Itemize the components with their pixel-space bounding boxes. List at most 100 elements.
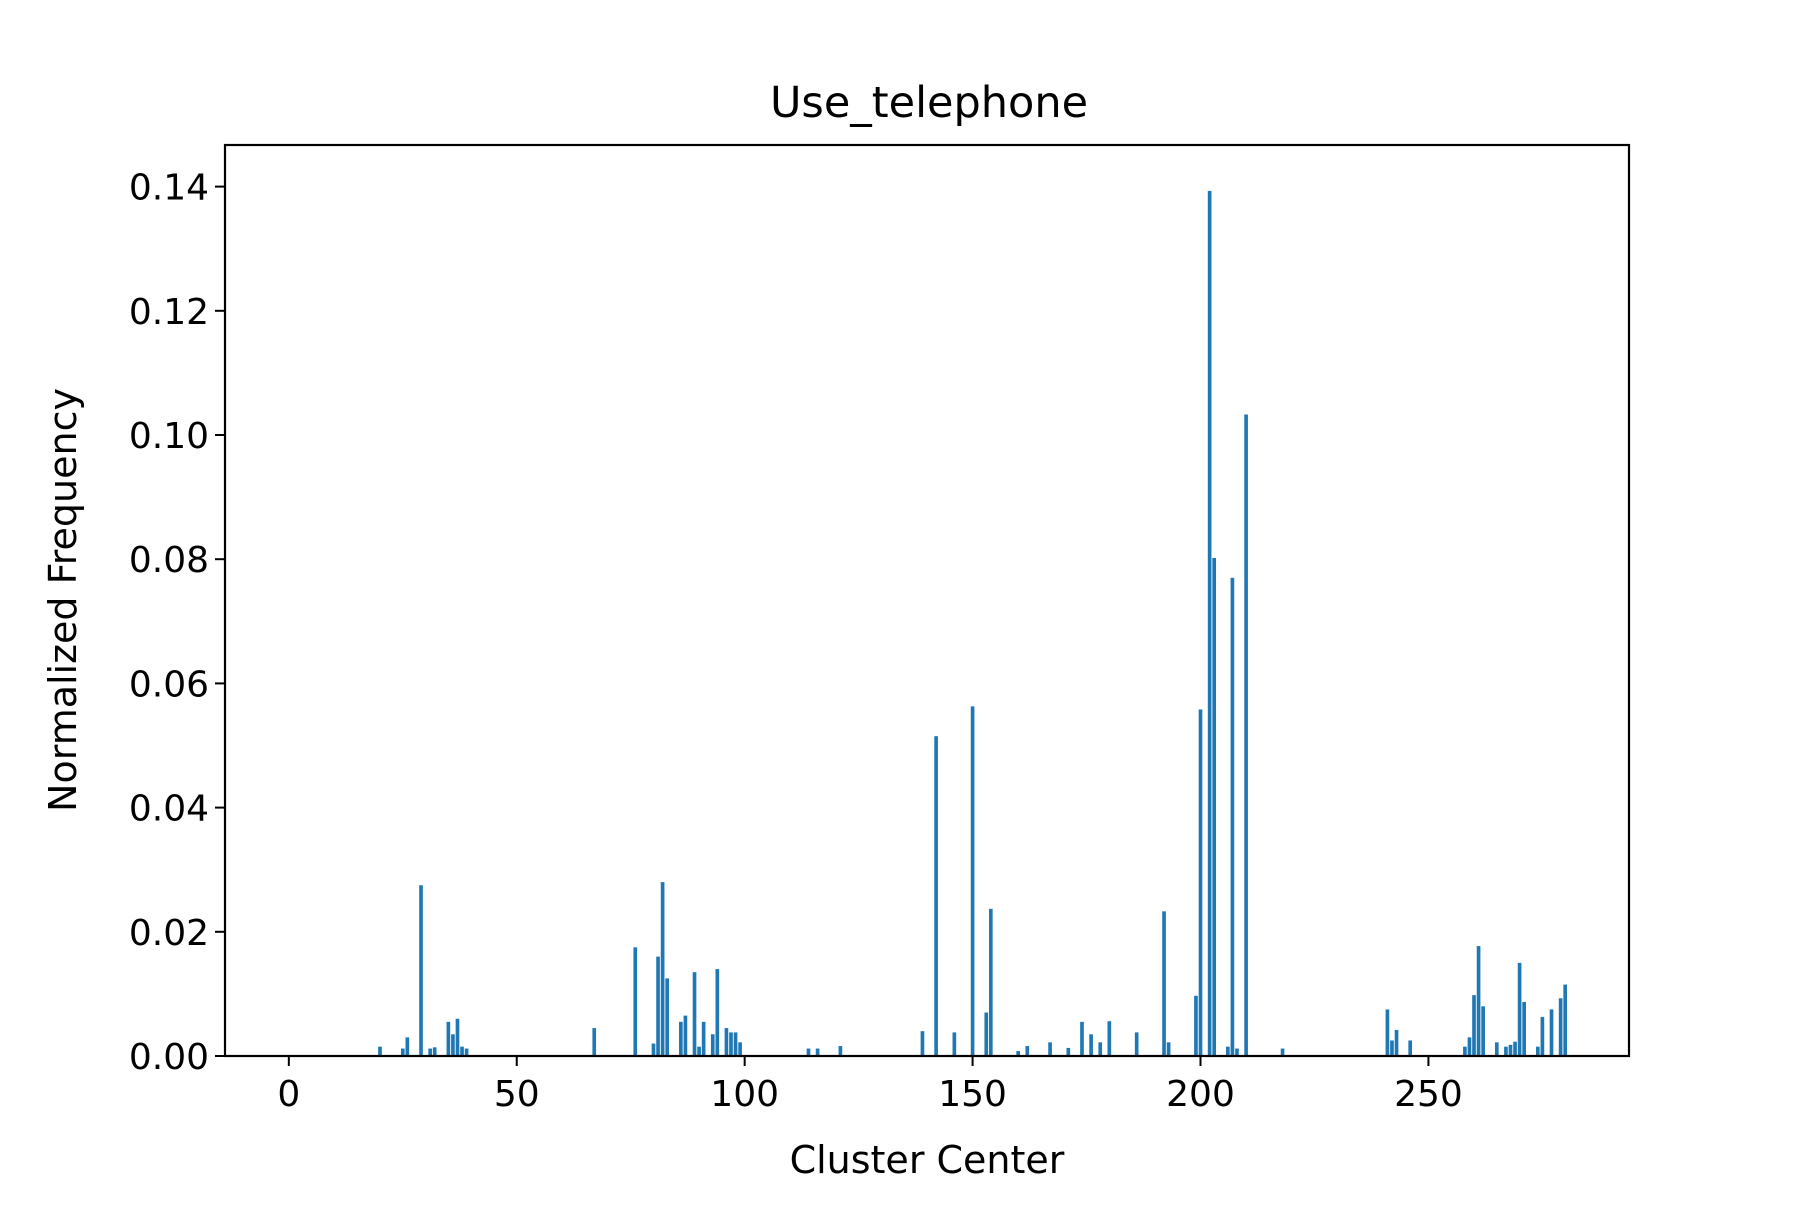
bar-cluster-260	[1472, 995, 1476, 1056]
bar-cluster-80	[651, 1043, 656, 1056]
bar-cluster-99	[738, 1042, 742, 1056]
bar-cluster-82	[660, 882, 665, 1056]
bar-cluster-269	[1513, 1041, 1517, 1056]
bar-cluster-186	[1134, 1032, 1139, 1056]
bar-cluster-146	[952, 1032, 957, 1056]
bar-cluster-32	[432, 1047, 437, 1056]
bar-cluster-98	[733, 1032, 738, 1056]
bar-cluster-142	[934, 736, 938, 1056]
bar-cluster-207	[1230, 577, 1235, 1056]
bar-cluster-39	[464, 1048, 469, 1056]
bar-cluster-259	[1467, 1037, 1472, 1056]
bar-cluster-31	[428, 1048, 432, 1056]
bar-cluster-242	[1390, 1040, 1394, 1056]
y-axis-ticks: 0.00 0.02 0.04 0.06 0.08 0.10 0.12 0.14	[129, 168, 225, 1078]
bar-cluster-96	[724, 1028, 729, 1056]
bar-cluster-153	[984, 1012, 989, 1056]
bar-cluster-203	[1212, 557, 1217, 1056]
y-tick-label: 0.04	[129, 789, 209, 830]
y-tick-label: 0.14	[129, 168, 209, 209]
bar-cluster-20	[378, 1046, 382, 1056]
bar-cluster-208	[1235, 1048, 1239, 1056]
bar-cluster-25	[400, 1048, 405, 1056]
bar-cluster-268	[1508, 1044, 1513, 1056]
bar-cluster-265	[1494, 1042, 1499, 1056]
bar-cluster-150	[970, 706, 975, 1056]
bar-cluster-91	[701, 1021, 706, 1056]
bar-cluster-241	[1385, 1009, 1390, 1056]
bar-cluster-193	[1166, 1042, 1171, 1056]
bar-cluster-206	[1226, 1046, 1230, 1056]
bar-cluster-97	[729, 1032, 733, 1056]
bar-cluster-202	[1207, 190, 1212, 1056]
bar-cluster-275	[1540, 1016, 1545, 1056]
bar-cluster-93	[710, 1034, 715, 1056]
bar-cluster-279	[1558, 998, 1563, 1056]
bar-cluster-210	[1244, 414, 1248, 1056]
bar-cluster-29	[419, 885, 423, 1056]
bar-cluster-90	[697, 1046, 701, 1056]
bar-cluster-26	[405, 1037, 410, 1056]
bar-cluster-271	[1522, 1001, 1526, 1056]
bar-cluster-243	[1394, 1029, 1399, 1056]
x-tick-label: 250	[1394, 1074, 1463, 1115]
chart-title: Use_telephone	[770, 78, 1088, 128]
bar-cluster-116	[815, 1048, 820, 1056]
bar-cluster-178	[1098, 1042, 1103, 1056]
bar-cluster-267	[1504, 1046, 1508, 1056]
bar-cluster-167	[1048, 1042, 1052, 1056]
bar-cluster-87	[683, 1015, 688, 1056]
bar-cluster-200	[1198, 709, 1203, 1056]
bar-cluster-86	[679, 1021, 683, 1056]
bar-cluster-35	[446, 1021, 451, 1056]
x-tick-label: 150	[938, 1074, 1007, 1115]
plot-frame	[223, 143, 1631, 1058]
bar-cluster-180	[1107, 1021, 1112, 1056]
y-tick-label: 0.06	[129, 664, 209, 705]
bar-cluster-262	[1481, 1006, 1485, 1056]
bar-cluster-83	[665, 978, 669, 1056]
bar-cluster-38	[460, 1046, 464, 1056]
bar-cluster-192	[1162, 911, 1166, 1056]
bar-cluster-81	[656, 956, 660, 1056]
bar-cluster-121	[838, 1046, 843, 1056]
bar-cluster-37	[455, 1018, 460, 1056]
bar-cluster-174	[1080, 1021, 1084, 1056]
bar-cluster-36	[451, 1034, 455, 1056]
x-tick-label: 100	[710, 1074, 779, 1115]
bar-cluster-280	[1563, 984, 1568, 1056]
y-axis-label: Normalized Frequency	[41, 388, 85, 812]
bar-cluster-76	[633, 947, 638, 1056]
bar-cluster-171	[1066, 1047, 1071, 1056]
bar-cluster-261	[1476, 946, 1481, 1056]
bar-cluster-246	[1408, 1040, 1413, 1056]
bar-cluster-176	[1089, 1034, 1093, 1056]
bar-cluster-160	[1016, 1051, 1020, 1056]
bar-cluster-258	[1463, 1046, 1467, 1056]
bar-cluster-199	[1194, 995, 1198, 1056]
bar-cluster-277	[1549, 1009, 1554, 1056]
y-tick-label: 0.10	[129, 416, 209, 457]
y-tick-label: 0.12	[129, 292, 209, 333]
y-tick-label: 0.02	[129, 913, 209, 954]
y-tick-label: 0.00	[129, 1037, 209, 1078]
bar-cluster-89	[692, 972, 697, 1056]
bar-cluster-154	[988, 908, 993, 1056]
bar-cluster-114	[806, 1048, 811, 1056]
x-axis-ticks: 0 50 100 150 200 250	[277, 1056, 1463, 1115]
x-tick-label: 200	[1166, 1074, 1235, 1115]
x-axis-label: Cluster Center	[790, 1138, 1065, 1182]
bar-cluster-139	[920, 1031, 925, 1056]
bar-cluster-274	[1536, 1046, 1540, 1056]
x-tick-label: 0	[277, 1074, 300, 1115]
bar-cluster-94	[715, 969, 720, 1056]
bar-cluster-67	[592, 1028, 597, 1056]
bar-cluster-270	[1517, 962, 1522, 1056]
bar-cluster-162	[1025, 1046, 1030, 1056]
bars	[378, 190, 1568, 1056]
x-tick-label: 50	[494, 1074, 540, 1115]
bar-cluster-218	[1280, 1048, 1285, 1056]
